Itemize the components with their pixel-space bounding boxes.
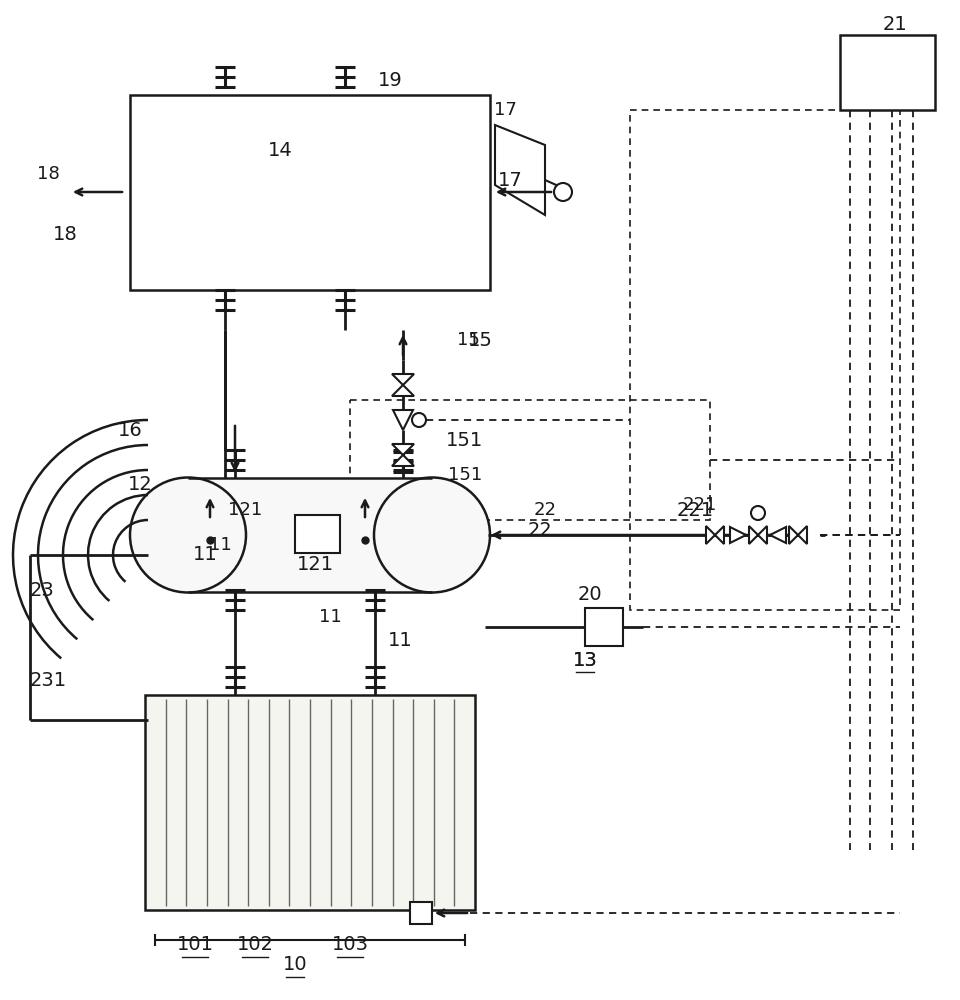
Polygon shape	[706, 526, 715, 544]
Text: 11: 11	[388, 631, 413, 650]
Text: 121: 121	[297, 556, 333, 574]
Text: 231: 231	[30, 670, 66, 690]
Text: 103: 103	[331, 936, 369, 954]
Text: 19: 19	[377, 70, 402, 90]
Polygon shape	[392, 444, 414, 455]
Text: 11: 11	[208, 536, 231, 554]
Text: 221: 221	[683, 496, 717, 514]
Bar	[585, 608, 623, 646]
Polygon shape	[392, 385, 414, 396]
Text: 18: 18	[36, 165, 60, 183]
Polygon shape	[789, 526, 798, 544]
Text: 16: 16	[118, 420, 142, 440]
Polygon shape	[495, 125, 545, 215]
Text: 15: 15	[457, 331, 479, 349]
Circle shape	[412, 413, 426, 427]
Text: 17: 17	[493, 101, 516, 119]
Polygon shape	[730, 527, 746, 543]
Text: 121: 121	[228, 501, 262, 519]
Polygon shape	[749, 526, 758, 544]
Text: 11: 11	[193, 546, 217, 564]
Polygon shape	[393, 410, 413, 430]
Text: 17: 17	[497, 170, 522, 190]
Text: 10: 10	[282, 956, 307, 974]
Text: 23: 23	[30, 580, 55, 599]
Text: 101: 101	[177, 936, 213, 954]
Ellipse shape	[130, 478, 246, 592]
Text: 21: 21	[882, 15, 907, 34]
Text: 14: 14	[268, 140, 293, 159]
Polygon shape	[798, 526, 807, 544]
Bar	[410, 902, 432, 924]
Bar	[630, 110, 900, 610]
Bar	[840, 35, 935, 110]
Bar	[295, 515, 340, 553]
Polygon shape	[392, 455, 414, 466]
Text: 15: 15	[468, 330, 492, 350]
Polygon shape	[392, 374, 414, 385]
Bar	[145, 695, 475, 910]
Bar	[130, 95, 490, 290]
Text: 22: 22	[534, 501, 557, 519]
Ellipse shape	[374, 478, 490, 592]
Polygon shape	[758, 526, 767, 544]
Text: 18: 18	[53, 226, 78, 244]
Text: 13: 13	[572, 650, 597, 670]
Bar	[350, 400, 710, 520]
Circle shape	[554, 183, 572, 201]
Text: 221: 221	[677, 500, 713, 520]
Text: 22: 22	[528, 520, 552, 540]
Text: 151: 151	[446, 430, 484, 450]
Text: 13: 13	[572, 650, 597, 670]
Polygon shape	[770, 527, 786, 543]
Text: 12: 12	[128, 476, 153, 494]
Polygon shape	[715, 526, 724, 544]
Text: 20: 20	[578, 585, 602, 604]
Text: 11: 11	[319, 608, 342, 626]
Circle shape	[751, 506, 765, 520]
Text: 102: 102	[236, 936, 274, 954]
Bar	[188, 478, 432, 593]
Text: 151: 151	[448, 466, 482, 484]
